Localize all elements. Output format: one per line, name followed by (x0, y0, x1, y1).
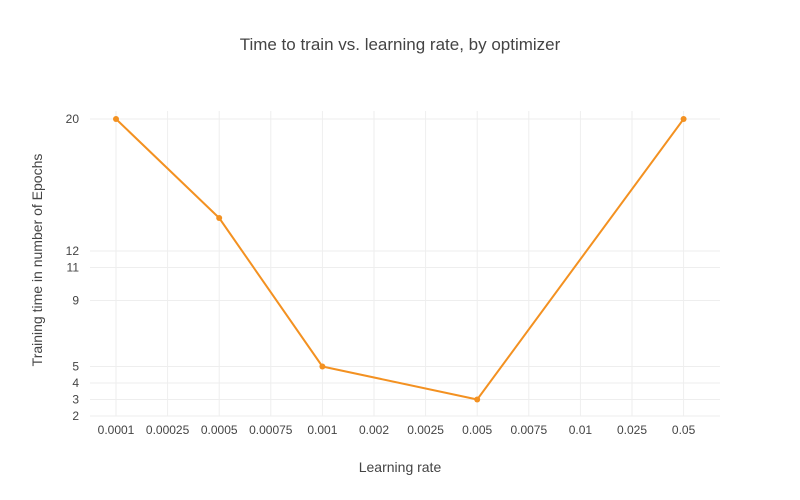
x-tick-label: 0.0005 (201, 423, 238, 437)
x-tick-label: 0.01 (569, 423, 593, 437)
x-axis-ticks: 0.0001 0.00025 0.0005 0.00075 0.001 0.002 0.00… (98, 423, 696, 437)
y-tick-label: 9 (72, 294, 79, 308)
x-tick-label: 0.0075 (510, 423, 547, 437)
x-tick-label: 0.00025 (146, 423, 190, 437)
x-tick-label: 0.05 (672, 423, 696, 437)
x-tick-label: 0.0001 (98, 423, 135, 437)
data-point (113, 116, 119, 122)
y-tick-label: 11 (67, 261, 80, 275)
data-point (680, 116, 687, 122)
x-tick-label: 0.002 (359, 423, 389, 437)
data-point (319, 363, 326, 370)
x-tick-label: 0.025 (617, 423, 647, 437)
grid (90, 111, 720, 417)
data-point (216, 215, 223, 221)
y-axis-title: Training time in number of Epochs (29, 154, 45, 367)
x-axis-title: Learning rate (359, 459, 442, 475)
series-layer (113, 116, 687, 403)
y-tick-label: 12 (66, 244, 80, 258)
x-tick-label: 0.001 (307, 423, 337, 437)
x-tick-label: 0.0025 (407, 423, 444, 437)
y-tick-label: 4 (72, 376, 79, 390)
chart-title: Time to train vs. learning rate, by opti… (240, 35, 561, 54)
y-axis-ticks: 2 3 4 5 9 11 12 20 (66, 112, 80, 423)
y-tick-label: 2 (72, 409, 79, 423)
data-point (474, 396, 481, 403)
y-tick-label: 3 (72, 393, 79, 407)
x-tick-label: 0.005 (462, 423, 492, 437)
y-tick-label: 20 (66, 112, 80, 126)
y-tick-label: 5 (72, 360, 79, 374)
x-tick-label: 0.00075 (249, 423, 293, 437)
